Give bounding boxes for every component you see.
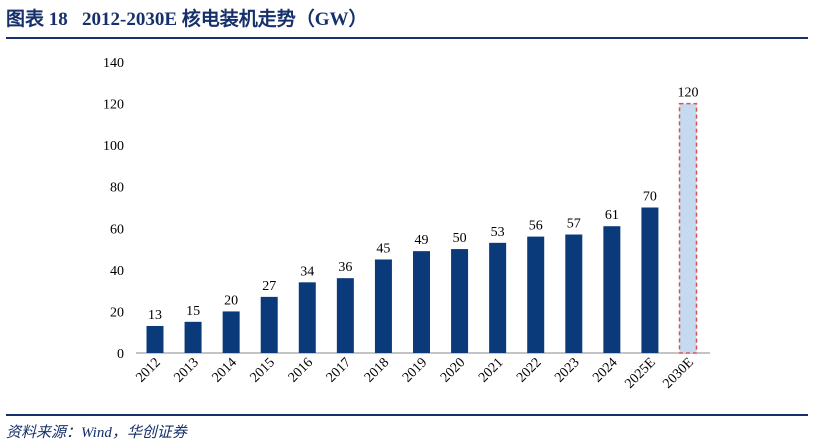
y-tick-label: 40 <box>110 264 124 279</box>
data-label-2017: 36 <box>338 260 352 275</box>
y-tick-label: 80 <box>110 181 124 196</box>
x-tick-label-2021: 2021 <box>476 355 506 385</box>
data-label-2021: 53 <box>491 225 505 240</box>
x-tick-label-2023: 2023 <box>552 355 582 385</box>
data-label-2030E: 120 <box>678 86 699 101</box>
bar-2018 <box>374 259 392 353</box>
data-label-2020: 50 <box>453 231 467 246</box>
title-divider <box>6 37 808 39</box>
bar-2019 <box>413 251 430 353</box>
chart-title: 图表 18 2012-2030E 核电装机走势（GW） <box>6 9 368 30</box>
x-tick-label-2013: 2013 <box>171 355 201 385</box>
bar-2016 <box>298 282 316 353</box>
bar-2022 <box>527 236 545 353</box>
x-tick-label-2024: 2024 <box>590 355 620 385</box>
y-tick-label: 120 <box>103 98 124 113</box>
bar-2025E <box>641 207 659 353</box>
data-label-2012: 13 <box>148 308 162 323</box>
bar-2013 <box>184 321 202 353</box>
x-tick-label-2019: 2019 <box>400 355 430 385</box>
y-tick-label: 20 <box>110 305 124 320</box>
x-tick-label-2020: 2020 <box>438 355 468 385</box>
data-label-2022: 56 <box>529 219 543 234</box>
x-tick-label-2015: 2015 <box>248 355 278 385</box>
x-tick-label-2012: 2012 <box>133 355 163 385</box>
data-label-2015: 27 <box>262 279 276 294</box>
data-label-2023: 57 <box>567 217 581 232</box>
data-label-2024: 61 <box>605 208 619 223</box>
data-label-2014: 20 <box>224 293 238 308</box>
bar-2020 <box>451 249 469 353</box>
y-tick-label: 140 <box>103 56 124 71</box>
y-tick-label: 0 <box>117 347 124 362</box>
data-label-2016: 34 <box>300 264 314 279</box>
x-tick-label-2022: 2022 <box>514 355 544 385</box>
source-note: 资料来源：Wind，华创证券 <box>6 425 187 441</box>
x-tick-label-2016: 2016 <box>286 355 316 385</box>
x-tick-label-2014: 2014 <box>210 355 240 385</box>
x-tick-label-2030E: 2030E <box>660 355 696 391</box>
bar-2012 <box>146 325 164 353</box>
bar-2030E <box>678 102 698 354</box>
y-tick-label: 60 <box>110 222 124 237</box>
bar-2017 <box>336 278 354 353</box>
y-tick-label: 100 <box>103 139 124 154</box>
x-tick-label-2025E: 2025E <box>622 355 658 391</box>
data-label-2025E: 70 <box>643 190 657 205</box>
source-divider <box>6 414 808 416</box>
bar-2024 <box>603 226 621 353</box>
bar-2021 <box>489 242 507 353</box>
bar-2014 <box>222 311 240 353</box>
data-label-2019: 49 <box>415 233 429 248</box>
x-tick-label-2018: 2018 <box>362 355 392 385</box>
data-label-2018: 45 <box>376 241 390 256</box>
bar-2015 <box>260 296 278 353</box>
bar-2023 <box>565 234 583 353</box>
x-tick-label-2017: 2017 <box>324 355 354 385</box>
data-label-2013: 15 <box>186 304 200 319</box>
